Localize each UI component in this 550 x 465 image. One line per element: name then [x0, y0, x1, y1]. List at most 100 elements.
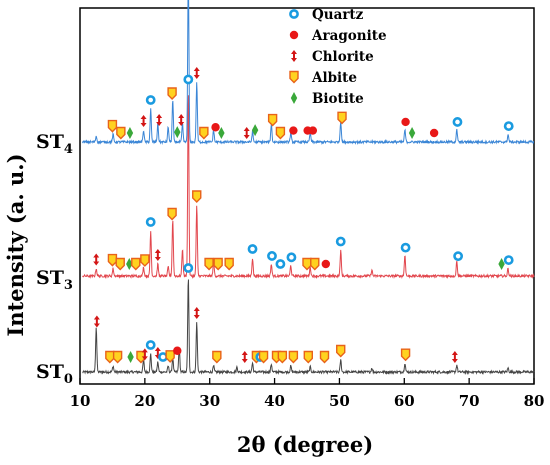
x-tick-label: 70 [459, 392, 480, 410]
series-ST3-line [82, 95, 535, 280]
x-tick-label: 40 [264, 392, 285, 410]
phase-marker-albite [275, 126, 286, 140]
phase-marker-chlorite [193, 306, 200, 319]
phase-marker-albite [165, 350, 175, 363]
phase-marker-albite [303, 350, 313, 364]
phase-marker-albite [105, 350, 115, 364]
phase-marker-albite [336, 344, 346, 358]
phase-marker-quartz [183, 74, 194, 85]
phase-marker-aragonite [401, 117, 410, 127]
phase-marker-aragonite [211, 123, 220, 132]
phase-marker-aragonite [321, 259, 331, 269]
phase-marker-albite [319, 350, 330, 364]
phase-marker-biotite [218, 126, 225, 139]
phase-marker-aragonite [289, 126, 298, 135]
shield-icon [289, 70, 299, 84]
phase-marker-chlorite [93, 253, 100, 266]
phase-marker-quartz [145, 95, 156, 105]
series-ST4-line [82, 0, 535, 146]
series-layer [82, 0, 535, 376]
phase-marker-albite [167, 207, 177, 221]
phase-marker-biotite [126, 258, 133, 270]
legend-label: Biotite [312, 91, 364, 107]
x-tick-label: 20 [134, 392, 155, 410]
phase-marker-albite [112, 350, 123, 364]
phase-marker-albite [302, 257, 312, 271]
legend-item-quartz: Quartz [289, 7, 364, 23]
phase-marker-chlorite [178, 114, 185, 127]
phase-marker-chlorite [93, 315, 100, 328]
phase-marker-quartz [267, 251, 277, 261]
legend-item-biotite: Biotite [290, 91, 364, 107]
phase-marker-biotite [127, 351, 134, 363]
double-arrow-icon [291, 50, 297, 62]
phase-marker-quartz [452, 117, 463, 127]
phase-marker-chlorite [141, 348, 148, 361]
legend-label: Quartz [312, 7, 364, 23]
x-axis-ticks: 10 20 30 40 50 60 70 80 [70, 378, 544, 410]
legend-label: Aragonite [311, 28, 387, 44]
x-axis-label: 2θ (degree) [237, 432, 373, 457]
phase-marker-quartz [400, 242, 411, 253]
phase-marker-albite [107, 253, 118, 267]
phase-marker-biotite [408, 126, 416, 139]
phase-marker-aragonite [173, 346, 182, 355]
phase-marker-quartz [145, 340, 156, 350]
marker-layer [93, 66, 514, 364]
phase-marker-albite [212, 350, 222, 364]
phase-marker-chlorite [451, 351, 458, 363]
dot-icon [289, 30, 299, 40]
sample-label-ST0: ST0 [36, 361, 73, 387]
phase-marker-albite [213, 257, 223, 271]
phase-marker-biotite [174, 126, 181, 139]
phase-marker-albite [337, 111, 347, 125]
phase-marker-albite [277, 350, 288, 364]
phase-marker-quartz [145, 217, 156, 227]
phase-marker-chlorite [243, 126, 250, 139]
x-tick-label: 50 [329, 392, 350, 410]
legend: Quartz Aragonite Chlorite Albite Biotite [289, 7, 387, 107]
series-ST0-line [82, 279, 535, 376]
legend-item-albite: Albite [289, 70, 357, 86]
legend-label: Albite [311, 70, 357, 86]
phase-marker-quartz [247, 244, 258, 254]
phase-marker-albite [199, 126, 209, 140]
x-tick-label: 10 [70, 392, 91, 410]
legend-label: Chlorite [312, 49, 374, 65]
phase-marker-albite [140, 254, 150, 267]
phase-marker-chlorite [156, 114, 163, 127]
phase-marker-chlorite [241, 351, 248, 363]
y-axis-label: Intensity (a. u.) [3, 153, 28, 336]
phase-marker-albite [400, 348, 411, 362]
sample-label-ST3: ST3 [36, 267, 73, 293]
phase-marker-albite [267, 113, 278, 127]
phase-marker-albite [167, 87, 177, 100]
legend-item-aragonite: Aragonite [289, 28, 387, 44]
phase-marker-quartz [453, 251, 464, 262]
legend-item-chlorite: Chlorite [291, 49, 374, 65]
phase-marker-quartz [286, 252, 297, 263]
phase-marker-aragonite [429, 128, 439, 138]
phase-marker-albite [310, 257, 320, 271]
phase-marker-albite [288, 350, 299, 364]
phase-marker-albite [204, 257, 214, 271]
plot-frame [79, 7, 535, 385]
phase-marker-quartz [503, 255, 514, 265]
phase-marker-aragonite [308, 126, 318, 135]
phase-marker-albite [131, 257, 141, 271]
diamond-icon [290, 92, 298, 104]
plot-border [79, 7, 535, 385]
phase-marker-albite [192, 190, 202, 203]
phase-marker-quartz [183, 263, 194, 273]
x-tick-label: 60 [394, 392, 415, 410]
phase-marker-chlorite [154, 248, 161, 261]
phase-marker-biotite [498, 258, 505, 270]
ring-icon [289, 9, 299, 19]
phase-marker-albite [258, 350, 269, 364]
phase-marker-chlorite [193, 66, 200, 79]
phase-marker-quartz [335, 236, 346, 247]
phase-marker-albite [224, 257, 234, 271]
phase-marker-albite [107, 119, 118, 133]
phase-marker-quartz [275, 259, 286, 269]
